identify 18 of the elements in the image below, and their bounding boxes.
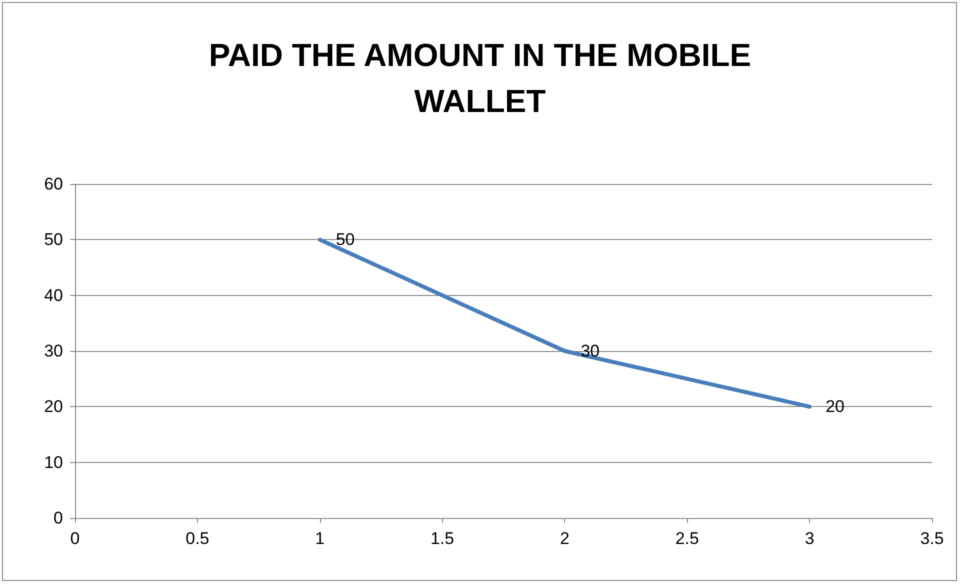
x-tick-label: 2 — [560, 529, 570, 548]
y-tick-label: 40 — [44, 286, 63, 305]
y-tick-label: 60 — [44, 174, 63, 194]
x-tick-label: 0.5 — [186, 529, 210, 548]
x-tick-label: 1.5 — [430, 529, 454, 548]
x-tick-label: 0 — [70, 529, 80, 548]
y-tick-label: 50 — [44, 230, 63, 250]
x-tick-label: 3 — [804, 529, 814, 548]
chart-title: PAID THE AMOUNT IN THE MOBILE WALLET — [208, 36, 752, 121]
data-label: 50 — [336, 230, 355, 250]
y-tick-label: 10 — [44, 452, 63, 472]
y-tick-label: 0 — [54, 508, 63, 528]
x-tick-label: 2.5 — [675, 529, 699, 548]
x-tick-label: 3.5 — [920, 529, 944, 548]
y-tick-label: 30 — [44, 342, 63, 360]
y-tick-label: 20 — [44, 397, 63, 416]
data-label: 20 — [826, 397, 844, 416]
x-tick-label: 1 — [315, 529, 325, 548]
